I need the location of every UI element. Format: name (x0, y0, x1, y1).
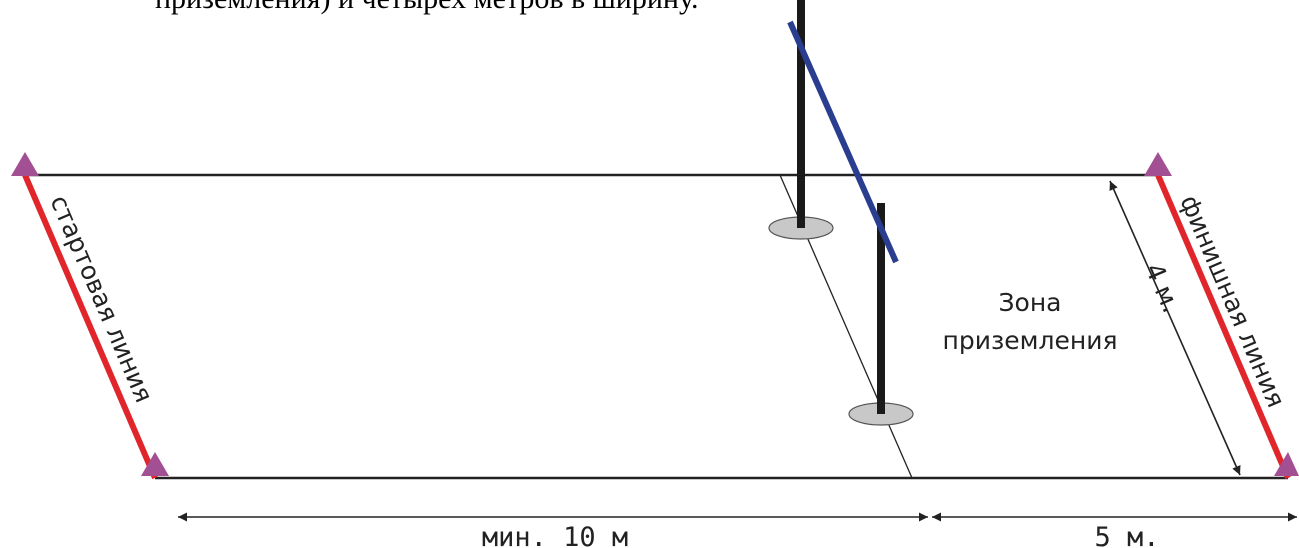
landing-zone-label-line1: Зона (999, 288, 1062, 317)
finish-line (1158, 175, 1288, 478)
start-line (25, 175, 155, 478)
finish-marker-far (1144, 152, 1172, 176)
width-label: 4 м. (1139, 259, 1186, 317)
caption-text: приземления) и четырех метров в ширину. (155, 0, 698, 15)
finish-distance-label: 5 м. (1094, 522, 1159, 548)
start-line-label: стартовая линия (44, 191, 158, 407)
finish-line-label: финишная линия (1174, 191, 1290, 412)
start-marker-far (11, 152, 39, 176)
landing-zone-label-line2: приземления (943, 326, 1118, 355)
min-distance-label: мин. 10 м (482, 522, 628, 548)
